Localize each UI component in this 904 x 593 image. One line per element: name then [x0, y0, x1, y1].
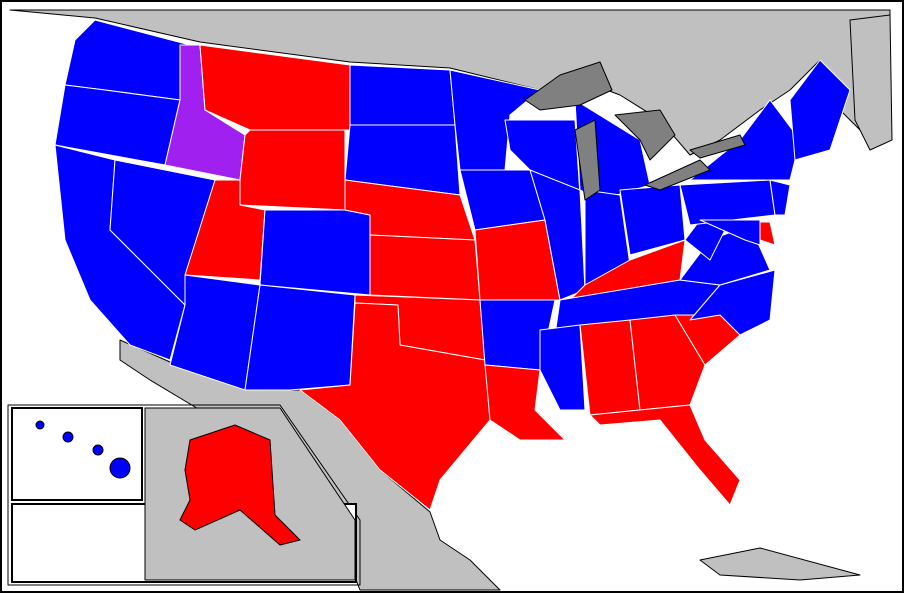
hawaii-island — [109, 457, 131, 479]
lake-superior — [524, 61, 613, 111]
hawaii-island — [62, 431, 74, 443]
state-il — [529, 169, 586, 301]
state-nd — [349, 64, 456, 126]
hawaii-island — [92, 444, 104, 456]
state-md — [699, 219, 761, 246]
hawaii-box — [11, 407, 143, 501]
state-ks — [369, 234, 481, 301]
cuba — [699, 547, 861, 581]
alaska — [179, 424, 301, 546]
state-wy — [239, 129, 346, 211]
lake-huron — [614, 109, 676, 161]
state-de — [759, 221, 776, 246]
lake-michigan — [574, 119, 601, 201]
inset-frame — [7, 404, 361, 586]
state-az — [169, 274, 261, 391]
lake-ontario — [689, 134, 746, 159]
state-new-england — [789, 59, 851, 161]
lake-erie — [644, 159, 711, 191]
state-nm — [244, 284, 356, 391]
state-ga — [629, 314, 706, 411]
state-co — [259, 209, 371, 296]
state-tx — [299, 302, 491, 511]
hawaii-island — [35, 420, 45, 430]
state-al — [579, 319, 641, 416]
state-fl — [589, 404, 741, 506]
state-ms — [539, 324, 586, 411]
state-nj — [769, 179, 791, 216]
quebec-east — [849, 14, 893, 151]
